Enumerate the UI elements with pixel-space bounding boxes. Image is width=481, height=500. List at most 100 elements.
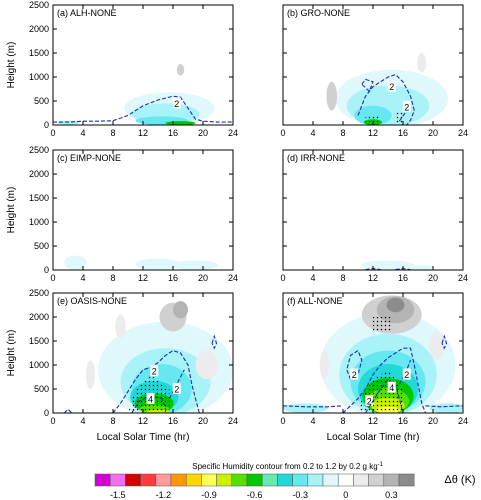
colorbar-swatch [109,473,126,487]
x-tick-label: 8 [110,273,115,283]
colorbar-swatch [322,473,339,487]
significance-stipple [158,122,203,125]
y-tick-label: 2500 [29,0,49,10]
colorbar-swatch [170,473,187,487]
significance-stipple [373,317,392,332]
y-axis-label: Height (m) [6,330,17,377]
colorbar-tick-label: 0.3 [385,490,398,500]
y-tick-label: 0 [44,408,49,418]
contour-label-bg [402,368,411,380]
panel-label: (f) ALL-NONE [287,296,343,306]
x-tick-label: 20 [198,416,208,426]
y-tick-label: 1000 [29,360,49,370]
colorbar-caption: Specific Humidity contour from 0.2 to 1.… [192,462,383,471]
shaded-region [195,350,218,380]
contour-label-bg [387,381,396,393]
colorbar-swatch [94,473,111,487]
x-tick-label: 4 [310,128,315,138]
contour-label: 2 [404,102,409,112]
x-tick-label: 8 [340,128,345,138]
contour-label: 4 [148,395,153,405]
shaded-region [429,331,445,361]
shaded-region [176,64,185,76]
humidity-contour [63,408,73,413]
colorbar-swatch [155,473,172,487]
colorbar-swatch [353,473,369,487]
y-tick-label: 1500 [29,48,49,58]
shaded-region [283,403,328,413]
humidity-contour [357,73,415,125]
y-tick-label: 0 [44,265,49,275]
humidity-contour [112,349,200,413]
panel-3: 0 4 8 12 16 20 24 0 500 1000 1500 2000 2500 (c) EIMP-… [6,145,238,283]
colorbar-swatch [368,473,385,487]
x-tick-label: 24 [228,128,238,138]
panel-label: (b) GRO-NONE [287,8,350,18]
shaded-region [410,265,433,270]
x-tick-label: 20 [428,128,438,138]
y-tick-label: 2000 [29,169,49,179]
shaded-region [173,260,218,270]
x-tick-label: 4 [80,416,85,426]
x-tick-label: 24 [458,273,468,283]
colorbar-swatch [231,473,248,487]
shaded-region [429,403,463,413]
contour-label-bg [172,383,181,394]
shaded-region [64,255,87,270]
colorbar-swatch [261,473,278,487]
x-tick-label: 8 [340,416,345,426]
colorbar-swatch [185,473,202,487]
x-tick-label: 12 [368,416,378,426]
humidity-contour [283,405,344,408]
shaded-region [86,360,95,389]
colorbar: Specific Humidity contour from 0.2 to 1.… [94,462,476,500]
panel-label: (e) OASIS-NONE [57,296,127,306]
plot-content: 2 2 4 [63,301,233,413]
x-tick-label: 4 [80,273,85,283]
x-tick-label: 0 [280,416,285,426]
shaded-region [135,258,181,270]
x-tick-label: 12 [368,128,378,138]
x-tick-label: 0 [50,273,55,283]
y-tick-label: 2000 [29,24,49,34]
x-tick-label: 0 [280,273,285,283]
colorbar-swatch [398,473,415,487]
x-tick-label: 4 [310,273,315,283]
y-tick-label: 500 [34,241,49,251]
y-tick-label: 1000 [29,72,49,82]
colorbar-ticks: -1.5 -1.2 -0.9 -0.6 -0.3 0 0.3 [110,490,398,500]
humidity-contour [425,405,463,408]
plot-area [53,150,233,270]
shaded-region [319,350,329,380]
contour-label-bg [172,97,181,109]
x-tick-label: 4 [310,416,315,426]
colorbar-tick-label: -1.5 [110,490,126,500]
colorbar-swatch [277,473,293,487]
x-tick-label: 12 [138,273,148,283]
x-tick-label: 16 [168,128,178,138]
panel-label: (a) ALH-NONE [57,8,117,18]
colorbar-swatch [140,473,157,487]
y-tick-label: 2000 [29,312,49,322]
shaded-region [361,260,415,270]
plot-content [64,255,218,270]
x-tick-label: 12 [138,128,148,138]
humidity-contour [53,95,233,123]
y-tick-label: 1000 [29,217,49,227]
colorbar-swatch [383,473,400,487]
contour-label-bg [387,80,396,92]
y-tick-label: 0 [44,120,49,130]
x-axis-label: Local Solar Time (hr) [327,432,420,443]
contour-label: 2 [389,82,394,92]
x-tick-label: 4 [80,128,85,138]
shaded-region [115,314,126,339]
y-tick-label: 1500 [29,193,49,203]
humidity-contour [365,378,404,413]
colorbar-swatch [201,473,217,487]
x-tick-label: 12 [368,273,378,283]
colorbar-tick-label: 0 [343,490,348,500]
significance-stipple [365,115,381,125]
